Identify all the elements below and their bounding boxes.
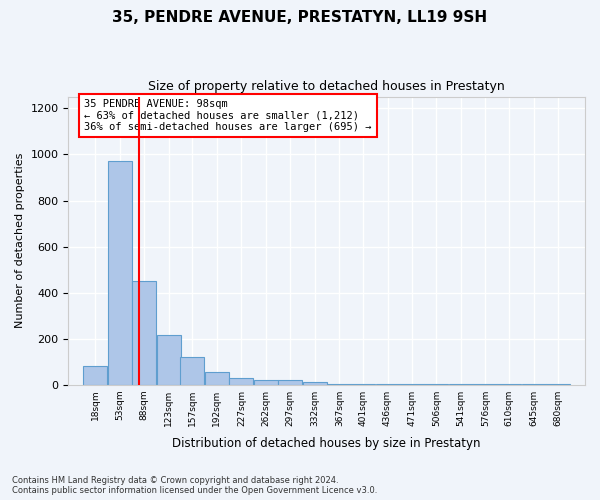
Bar [132,281,156,384]
Bar [108,162,132,384]
Bar [254,380,278,384]
Bar [229,378,253,384]
X-axis label: Distribution of detached houses by size in Prestatyn: Distribution of detached houses by size … [172,437,481,450]
Text: Contains HM Land Registry data © Crown copyright and database right 2024.
Contai: Contains HM Land Registry data © Crown c… [12,476,377,495]
Title: Size of property relative to detached houses in Prestatyn: Size of property relative to detached ho… [148,80,505,93]
Text: 35, PENDRE AVENUE, PRESTATYN, LL19 9SH: 35, PENDRE AVENUE, PRESTATYN, LL19 9SH [112,10,488,25]
Bar [83,366,107,384]
Y-axis label: Number of detached properties: Number of detached properties [15,153,25,328]
Text: 35 PENDRE AVENUE: 98sqm
← 63% of detached houses are smaller (1,212)
36% of semi: 35 PENDRE AVENUE: 98sqm ← 63% of detache… [85,99,372,132]
Bar [205,372,229,384]
Bar [303,382,327,384]
Bar [278,380,302,384]
Bar [181,357,205,384]
Bar [157,335,181,384]
